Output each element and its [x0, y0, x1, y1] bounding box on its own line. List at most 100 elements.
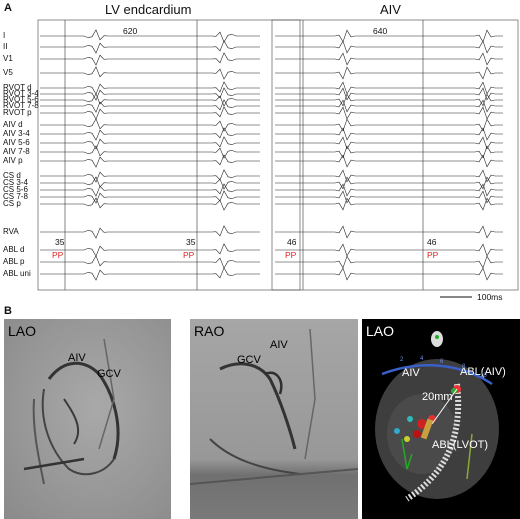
lead-label: ABL d [3, 245, 25, 254]
trace-line [275, 40, 503, 54]
trace-line [40, 66, 260, 80]
rao-fluoro-view-label: RAO [194, 323, 225, 339]
trace-line [40, 106, 260, 120]
scale-bar-label: 100ms [477, 292, 503, 302]
trace-line [275, 176, 503, 190]
trace-line [40, 52, 260, 66]
trace-line [275, 127, 503, 141]
trace-line [40, 225, 260, 239]
lead-label: ABL uni [3, 269, 31, 278]
lead-label: RVOT 3-4 [3, 89, 39, 98]
trace-line [275, 197, 503, 211]
right-cycle-length: 640 [373, 26, 388, 36]
pane-border [271, 19, 519, 291]
trace-line [40, 243, 260, 257]
left-interval-1: 35 [55, 237, 65, 247]
lead-label: RVOT 7-8 [3, 101, 39, 110]
trace-line [40, 255, 260, 269]
lao-electroanatomic-map: LAO AIV ABL(AIV) 20mm ABL(LVOT) 2 4 6 8 10 [362, 319, 520, 519]
pane-border [37, 19, 301, 291]
trace-line [40, 197, 260, 211]
trace-line [40, 99, 260, 113]
lao-map-abl-lvot-label: ABL(LVOT) [432, 439, 489, 451]
trace-line [275, 52, 503, 66]
rao-fluoro-aiv-label: AIV [270, 339, 288, 351]
trace-line [275, 99, 503, 113]
lao-map-view-label: LAO [366, 323, 395, 339]
trace-line [40, 127, 260, 141]
right-interval-1: 46 [287, 237, 297, 247]
trace-line [275, 81, 503, 95]
lao-fluoro-gcv-label: GCV [97, 368, 121, 380]
lead-label: AIV p [3, 156, 23, 165]
left-cycle-length: 620 [123, 26, 138, 36]
lead-label: RVOT 5-6 [3, 95, 39, 104]
trace-line [40, 176, 260, 190]
trace-line [275, 267, 503, 281]
trace-line [275, 106, 503, 120]
lead-label: ABL p [3, 257, 25, 266]
trace-line [275, 183, 503, 197]
lao-map-graphics [375, 331, 499, 502]
lead-label: AIV d [3, 120, 23, 129]
panel-b-letter: B [4, 305, 12, 317]
lao-fluoro-aiv-label: AIV [68, 352, 86, 364]
lao-map-abl-aiv-label: ABL(AIV) [460, 366, 506, 378]
trace-line [275, 29, 503, 43]
lead-label: V5 [3, 68, 13, 77]
trace-line [40, 136, 260, 150]
lao-catheters [23, 338, 120, 485]
lead-label: CS 3-4 [3, 178, 28, 187]
electrode-number: 8 [462, 364, 466, 370]
trace-line [275, 243, 503, 257]
trace-line [40, 154, 260, 168]
right-pp-2: PP [427, 250, 439, 260]
lead-label: CS p [3, 199, 21, 208]
trace-line [40, 183, 260, 197]
trace-line [275, 66, 503, 80]
lao-fluoro-view-label: LAO [8, 323, 37, 339]
trace-line [275, 225, 503, 239]
lead-label: AIV 7-8 [3, 147, 30, 156]
lead-label: RVA [3, 227, 19, 236]
lead-label: V1 [3, 54, 13, 63]
trace-line [275, 145, 503, 159]
lead-label: CS 7-8 [3, 192, 28, 201]
rao-fluoro-gcv-label: GCV [237, 354, 261, 366]
trace-line [275, 118, 503, 132]
trace-line [40, 87, 260, 101]
lead-label: RVOT p [3, 108, 32, 117]
lead-label: II [3, 42, 8, 51]
panel-a-letter: A [4, 2, 12, 14]
left-interval-2: 35 [186, 237, 196, 247]
trace-line [275, 255, 503, 269]
electrode-number: 10 [480, 373, 487, 379]
electrode-number: 6 [440, 359, 444, 365]
trace-line [40, 267, 260, 281]
right-pp-1: PP [285, 250, 297, 260]
trace-line [40, 118, 260, 132]
left-pp-1: PP [52, 250, 64, 260]
rao-fluoroscopy-image: RAO GCV AIV [190, 319, 358, 519]
right-interval-2: 46 [427, 237, 437, 247]
left-pp-2: PP [183, 250, 195, 260]
lao-fluoroscopy-image: LAO AIV GCV [4, 319, 171, 519]
lead-label: RVOT d [3, 83, 32, 92]
lead-label: CS 5-6 [3, 185, 28, 194]
trace-line [40, 29, 260, 43]
electrode-number: 4 [420, 356, 424, 362]
trace-line [275, 87, 503, 101]
trace-line [40, 40, 260, 54]
rao-catheters [190, 328, 358, 485]
electrode-number: 2 [400, 357, 404, 363]
lao-map-aiv-label: AIV [402, 367, 420, 379]
trace-line [40, 169, 260, 183]
right-panel-title: AIV [380, 2, 401, 17]
trace-line [40, 81, 260, 95]
lead-label: AIV 5-6 [3, 138, 30, 147]
trace-line [275, 93, 503, 107]
trace-line [275, 136, 503, 150]
trace-line [275, 154, 503, 168]
trace-line [40, 93, 260, 107]
lead-label: CS d [3, 171, 21, 180]
